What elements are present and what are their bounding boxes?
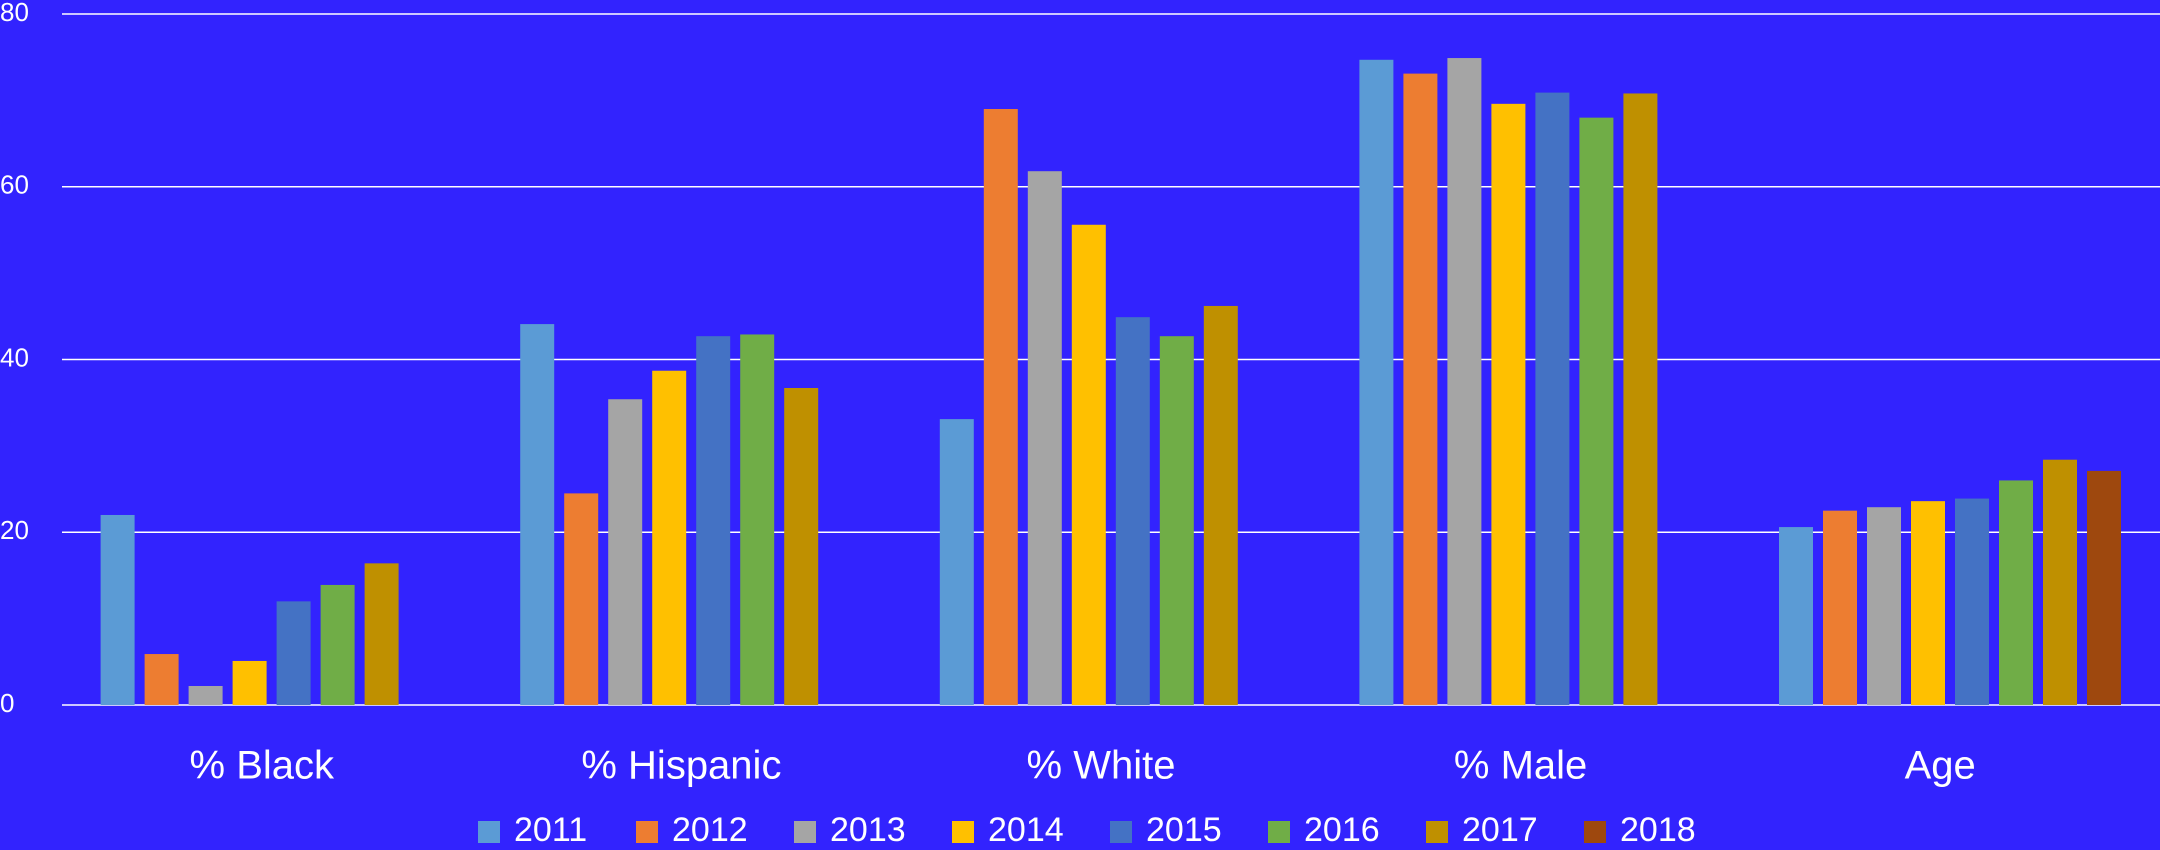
- x-tick-label: % White: [1027, 744, 1176, 788]
- legend-swatch: [794, 821, 816, 843]
- bar: [939, 419, 974, 705]
- bar: [1955, 498, 1989, 705]
- x-tick-label: % Hispanic: [581, 744, 781, 788]
- bar: [1867, 507, 1901, 705]
- bar: [232, 660, 267, 705]
- bar: [100, 514, 135, 705]
- bar: [2043, 459, 2077, 705]
- bar: [1115, 317, 1150, 705]
- legend-label: 2017: [1462, 811, 1538, 849]
- y-tick-label: 20: [0, 515, 29, 545]
- bar: [1911, 501, 1945, 705]
- y-tick-label: 60: [0, 170, 29, 200]
- legend-label: 2016: [1304, 811, 1380, 849]
- bar: [276, 601, 311, 705]
- bar: [740, 334, 775, 705]
- bar: [1779, 527, 1813, 705]
- bar: [1359, 59, 1394, 706]
- bar: [1159, 336, 1194, 705]
- bar: [1027, 171, 1062, 705]
- bar: [364, 563, 399, 705]
- x-tick-label: Age: [1905, 744, 1976, 788]
- bar: [1579, 117, 1614, 705]
- bar: [144, 654, 179, 705]
- bar: [1491, 103, 1526, 705]
- bar: [696, 336, 731, 705]
- bar: [520, 324, 555, 705]
- bar: [784, 388, 819, 705]
- legend-label: 2012: [672, 811, 748, 849]
- bar: [983, 109, 1018, 705]
- bar: [1203, 305, 1238, 705]
- bar: [2087, 470, 2121, 705]
- y-tick-label: 80: [0, 0, 29, 27]
- legend-label: 2018: [1620, 811, 1696, 849]
- legend-swatch: [1110, 821, 1132, 843]
- bar: [1403, 73, 1438, 705]
- bar: [1071, 224, 1106, 705]
- bar: [608, 399, 643, 705]
- bar: [320, 584, 355, 705]
- legend-label: 2013: [830, 811, 906, 849]
- legend-swatch: [1268, 821, 1290, 843]
- y-tick-label: 40: [0, 342, 29, 372]
- bar: [1623, 93, 1658, 706]
- bar: [1999, 480, 2033, 705]
- legend-swatch: [952, 821, 974, 843]
- x-tick-label: % Black: [190, 744, 335, 788]
- legend-swatch: [1426, 821, 1448, 843]
- bar: [188, 685, 223, 705]
- legend-swatch: [478, 821, 500, 843]
- x-tick-label: % Male: [1454, 744, 1587, 788]
- legend-swatch: [1584, 821, 1606, 843]
- legend-label: 2015: [1146, 811, 1222, 849]
- bar: [564, 493, 599, 705]
- bar: [1447, 58, 1482, 705]
- bar: [652, 370, 687, 705]
- bar: [1823, 510, 1857, 705]
- legend-label: 2014: [988, 811, 1064, 849]
- bar: [1535, 92, 1570, 705]
- legend-label: 2011: [514, 811, 587, 849]
- y-tick-label: 0: [0, 688, 14, 718]
- legend-swatch: [636, 821, 658, 843]
